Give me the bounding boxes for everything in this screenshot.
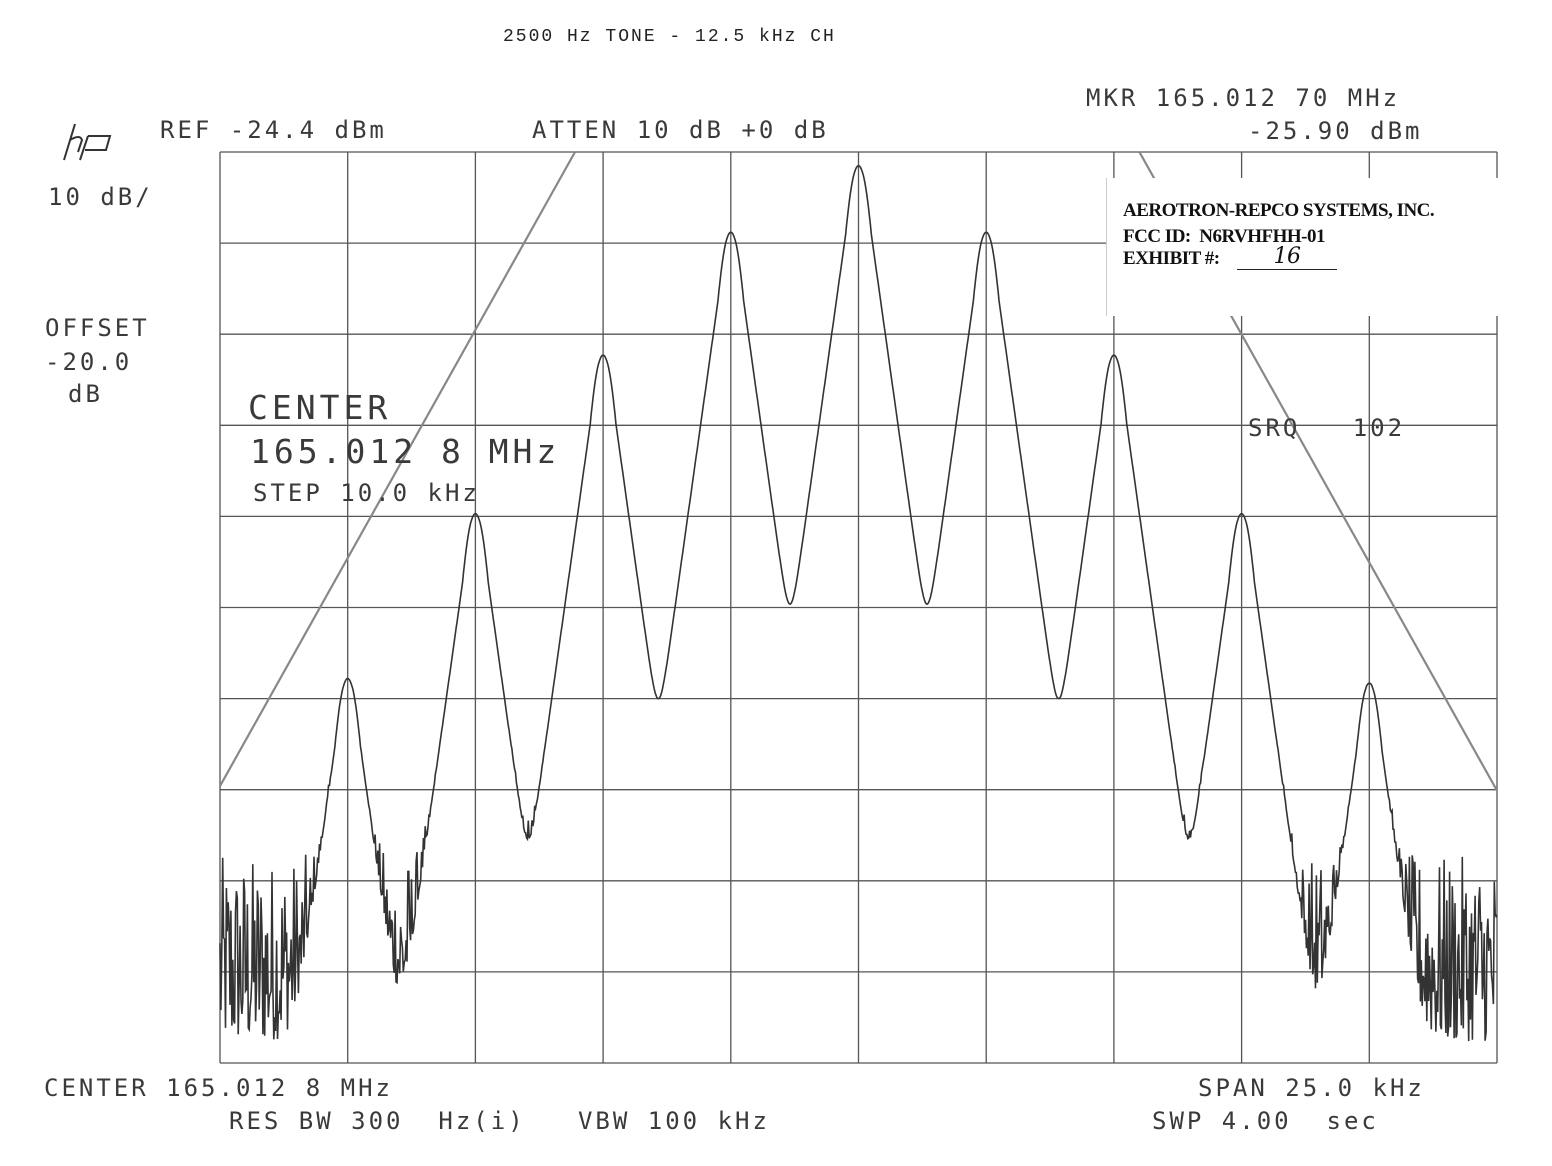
stamp-company: AEROTRON-REPCO SYSTEMS, INC.: [1123, 200, 1435, 221]
exhibit-stamp: AEROTRON-REPCO SYSTEMS, INC. FCC ID: N6R…: [1106, 178, 1507, 316]
grid: [219, 151, 1498, 1064]
footer-span: SPAN 25.0 kHz: [1198, 1074, 1425, 1102]
overlay-step: STEP 10.0 kHz: [253, 479, 480, 507]
spectrum-trace: [219, 164, 1498, 1042]
offset-label: OFFSET: [45, 314, 150, 342]
mask-line: [219, 151, 576, 787]
hp-logo: [63, 123, 112, 161]
scale-per-div: 10 dB/: [48, 183, 153, 211]
ref-level: REF -24.4 dBm: [160, 116, 387, 144]
overlay-center-value: 165.012 8 MHz: [250, 432, 561, 471]
marker-level: -25.90 dBm: [1248, 117, 1423, 145]
overlay-center-label: CENTER: [248, 388, 392, 427]
stamp-fcc-id: FCC ID: N6RVHFHH-01: [1123, 226, 1326, 247]
srq-status: SRQ 102: [1248, 414, 1406, 442]
offset-value: -20.0: [45, 348, 133, 376]
footer-rbw-vbw: RES BW 300 Hz(i) VBW 100 kHz: [229, 1107, 770, 1135]
stamp-exhibit-number: 16: [1237, 244, 1337, 270]
footer-sweep: SWP 4.00 sec: [1152, 1107, 1379, 1135]
stamp-exhibit-label: EXHIBIT #:: [1123, 248, 1220, 269]
plot-title: 2500 Hz TONE - 12.5 kHz CH: [503, 27, 836, 47]
offset-unit: dB: [68, 380, 103, 408]
footer-center: CENTER 165.012 8 MHz: [44, 1074, 393, 1102]
marker-frequency: MKR 165.012 70 MHz: [1086, 84, 1401, 112]
attenuation: ATTEN 10 dB +0 dB: [532, 116, 829, 144]
